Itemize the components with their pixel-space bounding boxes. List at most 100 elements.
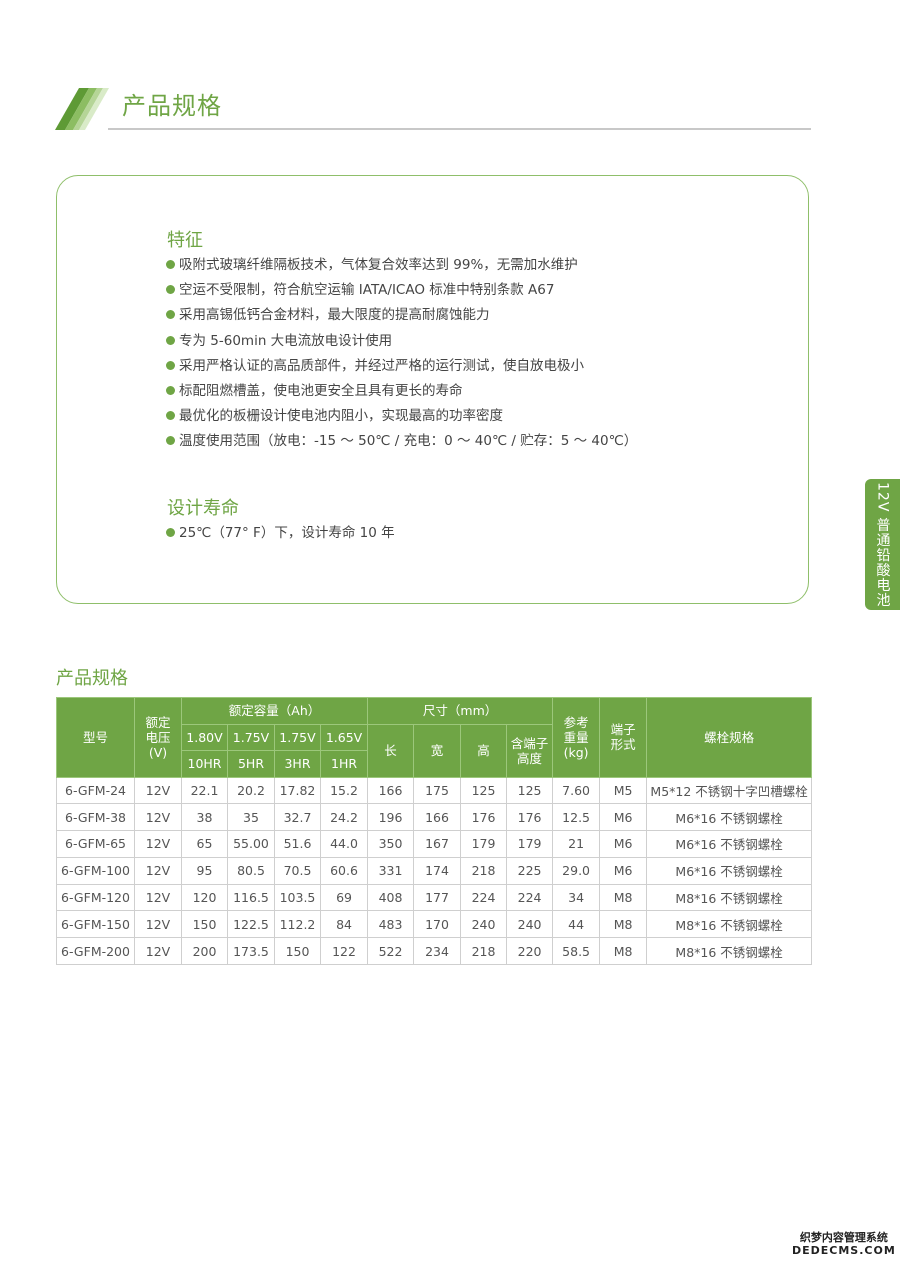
header-height: 高 <box>460 723 508 778</box>
table-cell: M6 <box>599 856 648 885</box>
table-cell: 69 <box>319 883 369 912</box>
header-total-height: 含端子高度 <box>506 723 554 778</box>
table-cell: 150 <box>181 910 228 939</box>
bullet-icon <box>166 360 175 370</box>
list-item-text: 空运不受限制，符合航空运输 IATA/ICAO 标准中特别条款 A67 <box>179 282 555 299</box>
table-cell: 84 <box>319 910 369 939</box>
table-cell: 35 <box>227 803 275 832</box>
bullet-icon <box>166 260 175 269</box>
list-item-text: 吸附式玻璃纤维隔板技术，气体复合效率达到 99%，无需加水维护 <box>179 257 578 273</box>
table-cell: 22.1 <box>181 776 228 805</box>
table-cell: 116.5 <box>227 883 275 912</box>
table-cell: 150 <box>274 937 321 966</box>
table-cell: 173.5 <box>227 937 275 966</box>
table-cell: 7.60 <box>552 776 601 805</box>
list-item-text: 标配阻燃槽盖，使电池更安全且具有更长的寿命 <box>179 382 463 399</box>
features-list: 吸附式玻璃纤维隔板技术，气体复合效率达到 99%，无需加水维护 空运不受限制，符合… <box>166 253 637 455</box>
table-cell: 6-GFM-200 <box>56 937 135 966</box>
table-cell: 21 <box>552 830 601 858</box>
table-cell: M5 <box>599 776 648 805</box>
list-item-text: 25℃（77° F）下，设计寿命 10 年 <box>179 525 395 541</box>
watermark-logo: 织梦内容管理系统 DEDECMS.COM <box>792 1231 896 1257</box>
header-bolt: 螺栓规格 <box>646 697 813 778</box>
header-rate: 3HR <box>274 750 321 778</box>
spec-table-heading: 产品规格 <box>56 668 128 689</box>
table-cell: 34 <box>552 883 601 912</box>
table-cell: 166 <box>413 803 462 832</box>
bullet-icon <box>166 310 175 320</box>
header-rate: 1HR <box>319 750 369 778</box>
bullet-icon <box>166 411 175 421</box>
table-cell: 65 <box>181 830 228 858</box>
table-cell: 200 <box>181 937 228 966</box>
table-cell: 224 <box>506 883 554 912</box>
header-terminal: 端子形式 <box>599 697 648 778</box>
header-model: 型号 <box>56 697 135 778</box>
design-life-list: 25℃（77° F）下，设计寿命 10 年 <box>166 521 395 546</box>
table-row: 6-GFM-65 12V 65 55.00 51.6 44.0 350 167 179 179 21… <box>56 830 813 858</box>
decorative-stripes-icon <box>55 88 109 130</box>
table-cell: 350 <box>367 830 415 858</box>
table-cell: 125 <box>506 776 554 805</box>
table-cell: 176 <box>506 803 554 832</box>
table-cell: 6-GFM-150 <box>56 910 135 939</box>
header-width: 宽 <box>413 723 462 778</box>
table-cell: 177 <box>413 883 462 912</box>
list-item-text: 采用高锡低钙合金材料，最大限度的提高耐腐蚀能力 <box>179 307 490 324</box>
table-cell: 12V <box>134 856 182 885</box>
table-cell: 12V <box>134 910 182 939</box>
header-capacity-voltage: 1.75V <box>227 723 275 751</box>
header-capacity-voltage: 1.65V <box>319 723 369 751</box>
table-cell: 331 <box>367 856 415 885</box>
header-dimensions: 尺寸（mm） <box>367 697 554 725</box>
table-cell: 6-GFM-65 <box>56 830 135 858</box>
header-terminal-label: 端子形式 <box>610 722 636 753</box>
table-cell: 58.5 <box>552 937 601 966</box>
table-cell: 12V <box>134 883 182 912</box>
list-item: 专为 5-60min 大电流放电设计使用 <box>166 329 637 354</box>
bullet-icon <box>166 436 175 446</box>
table-cell: 167 <box>413 830 462 858</box>
table-cell: 174 <box>413 856 462 885</box>
table-cell: M6 <box>599 830 648 858</box>
table-cell: 240 <box>460 910 508 939</box>
list-item-text: 专为 5-60min 大电流放电设计使用 <box>179 332 393 349</box>
table-cell: 20.2 <box>227 776 275 805</box>
table-row: 6-GFM-38 12V 38 35 32.7 24.2 196 166 176 176 12.5 M… <box>56 803 813 832</box>
watermark-line2: DEDECMS.COM <box>792 1244 896 1257</box>
table-cell: 218 <box>460 937 508 966</box>
header-weight: 参考重量(kg) <box>552 697 601 778</box>
table-cell: M6*16 不锈钢螺栓 <box>646 830 813 858</box>
table-cell: 224 <box>460 883 508 912</box>
table-cell: 522 <box>367 937 415 966</box>
header-capacity-voltage: 1.75V <box>274 723 321 751</box>
design-life-heading: 设计寿命 <box>167 498 239 519</box>
header-capacity-voltage: 1.80V <box>181 723 228 751</box>
table-cell: M8*16 不锈钢螺栓 <box>646 937 813 966</box>
table-cell: 70.5 <box>274 856 321 885</box>
header-voltage-label: 额定电压(V) <box>145 714 171 760</box>
table-cell: 120 <box>181 883 228 912</box>
features-card <box>56 175 809 604</box>
features-heading: 特征 <box>167 230 203 251</box>
header-voltage: 额定电压(V) <box>134 697 182 778</box>
table-cell: 176 <box>460 803 508 832</box>
table-cell: M6*16 不锈钢螺栓 <box>646 803 813 832</box>
table-cell: 6-GFM-120 <box>56 883 135 912</box>
table-cell: 234 <box>413 937 462 966</box>
side-category-tab[interactable]: 12V 普通铅酸电池 <box>865 479 900 610</box>
table-cell: 240 <box>506 910 554 939</box>
table-cell: 218 <box>460 856 508 885</box>
table-cell: M8*16 不锈钢螺栓 <box>646 883 813 912</box>
table-cell: 44.0 <box>319 830 369 858</box>
header-weight-label: 参考重量(kg) <box>563 714 589 760</box>
page-title: 产品规格 <box>122 92 222 120</box>
table-cell: 60.6 <box>319 856 369 885</box>
table-row: 6-GFM-150 12V 150 122.5 112.2 84 483 170 240 240 4… <box>56 910 813 939</box>
table-cell: M5*12 不锈钢十字凹槽螺栓 <box>646 776 813 805</box>
list-item: 25℃（77° F）下，设计寿命 10 年 <box>166 521 395 546</box>
bullet-icon <box>166 528 175 537</box>
list-item: 空运不受限制，符合航空运输 IATA/ICAO 标准中特别条款 A67 <box>166 278 637 303</box>
table-cell: 483 <box>367 910 415 939</box>
table-row: 6-GFM-120 12V 120 116.5 103.5 69 408 177 224 224 3… <box>56 883 813 912</box>
